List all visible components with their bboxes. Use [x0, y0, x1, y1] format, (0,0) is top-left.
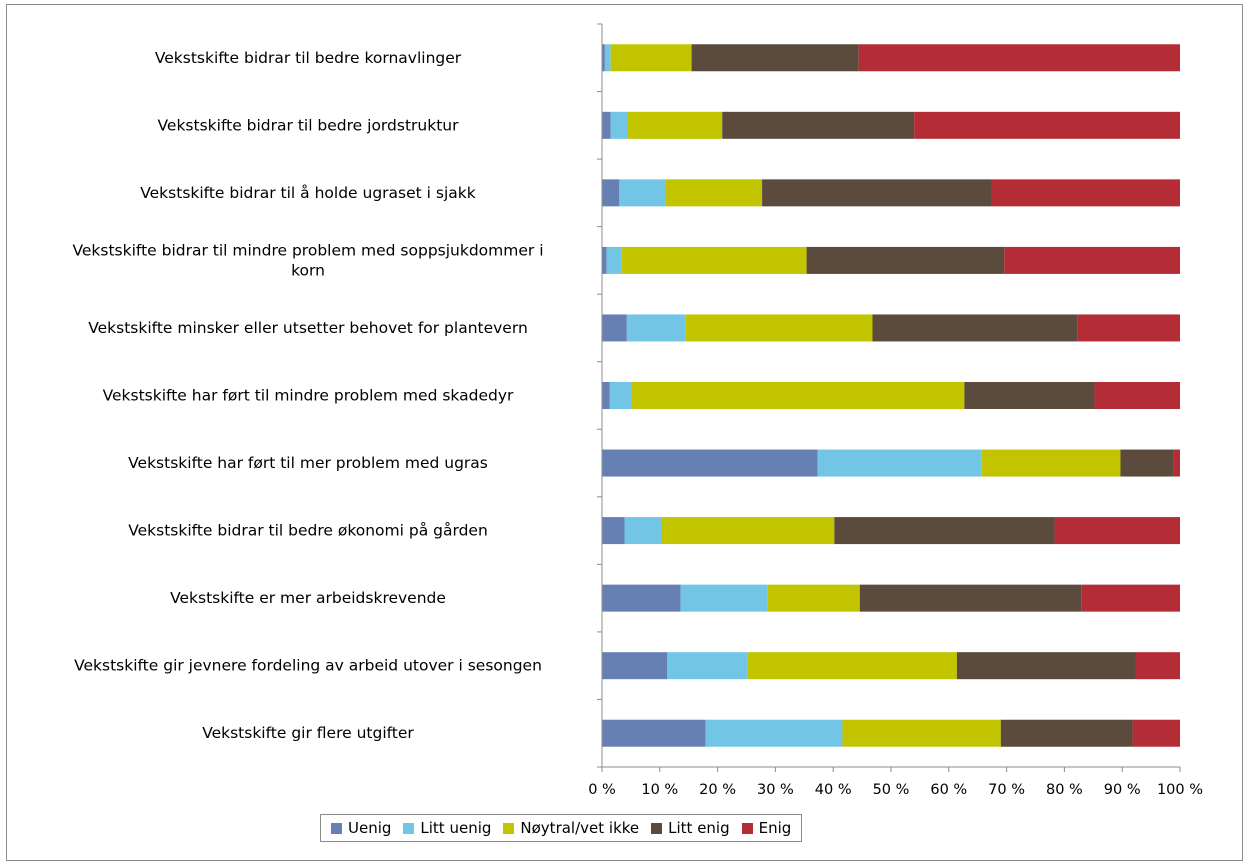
- legend-swatch: [651, 822, 663, 834]
- bar-segment: [1077, 314, 1180, 342]
- legend-swatch: [503, 822, 515, 834]
- legend-item: Litt uenig: [403, 819, 491, 837]
- bar-segment: [624, 517, 662, 545]
- bar-segment: [665, 179, 763, 207]
- legend-item: Nøytral/vet ikke: [503, 819, 639, 837]
- x-tick-label: 50 %: [873, 782, 910, 798]
- bar-segment: [990, 179, 1180, 207]
- bar-segment: [604, 44, 611, 72]
- x-tick-label: 90 %: [1104, 782, 1141, 798]
- bar-segment: [806, 246, 1005, 274]
- legend-label: Litt uenig: [420, 819, 492, 837]
- x-tick-label: 80 %: [1046, 782, 1083, 798]
- x-tick-label: 70 %: [988, 782, 1025, 798]
- bar-segment: [626, 314, 686, 342]
- bar-segment: [610, 111, 629, 139]
- bar-segment: [858, 44, 1180, 72]
- bar-segment: [859, 584, 1082, 612]
- bar-segment: [981, 449, 1121, 477]
- category-label: Vekstskifte er mer arbeidskrevende: [170, 589, 446, 607]
- bar-segment: [1120, 449, 1174, 477]
- bar-segment: [964, 382, 1095, 409]
- bar-segment: [747, 652, 957, 680]
- bar-segment: [762, 179, 991, 207]
- bar-segment: [767, 584, 860, 612]
- bar-segment: [842, 719, 1001, 747]
- bar-segment: [691, 44, 859, 72]
- bar-segment: [661, 517, 835, 545]
- bar-segment: [705, 719, 843, 747]
- bar-segment: [602, 584, 681, 612]
- legend-item: Litt enig: [651, 819, 730, 837]
- x-tick-label: 60 %: [930, 782, 967, 798]
- bar-segment: [1094, 382, 1180, 409]
- bar-segment: [628, 111, 723, 139]
- legend-label: Enig: [758, 819, 792, 837]
- bar-segment: [1132, 719, 1180, 747]
- bar-segment: [610, 44, 692, 72]
- bar-segment: [667, 652, 748, 680]
- bar-segment: [602, 719, 706, 747]
- bar-segment: [914, 111, 1180, 139]
- bar-segment: [834, 517, 1055, 545]
- bar-segment: [631, 382, 965, 409]
- legend-label: Litt enig: [668, 819, 730, 837]
- bar-segment: [602, 111, 611, 139]
- category-label: Vekstskifte minsker eller utsetter behov…: [88, 319, 528, 337]
- category-label: Vekstskifte gir flere utgifter: [202, 724, 414, 742]
- legend-swatch: [403, 822, 415, 834]
- category-label: Vekstskifte bidrar til bedre jordstruktu…: [158, 116, 460, 134]
- bar-segment: [602, 517, 625, 545]
- bar-segment: [1004, 246, 1180, 274]
- bar-segment: [872, 314, 1078, 342]
- x-tick-label: 30 %: [757, 782, 794, 798]
- bar-segment: [602, 382, 610, 409]
- bar-segment: [602, 314, 627, 342]
- bar-segment: [1081, 584, 1180, 612]
- legend-label: Nøytral/vet ikke: [520, 819, 640, 837]
- category-label: Vekstskifte har ført til mer problem med…: [128, 454, 488, 472]
- x-tick-label: 40 %: [815, 782, 852, 798]
- x-tick-label: 20 %: [699, 782, 736, 798]
- legend-swatch: [741, 822, 753, 834]
- legend-item: Enig: [741, 819, 792, 837]
- category-label: Vekstskifte har ført til mindre problem …: [103, 387, 514, 405]
- bar-segment: [1173, 449, 1180, 477]
- bar-segment: [1054, 517, 1180, 545]
- bar-segment: [602, 246, 607, 274]
- bar-segment: [1000, 719, 1133, 747]
- category-label: Vekstskifte bidrar til bedre økonomi på …: [128, 522, 488, 540]
- legend-item: Uenig: [331, 819, 391, 837]
- bar-segment: [722, 111, 915, 139]
- bar-segment: [602, 449, 818, 477]
- legend-swatch: [331, 822, 342, 834]
- x-tick-label: 100 %: [1157, 782, 1203, 798]
- bar-segment: [602, 652, 668, 680]
- bar-segment: [602, 179, 620, 207]
- category-label: Vekstskifte bidrar til bedre kornavlinge…: [155, 49, 462, 67]
- bar-segment: [1135, 652, 1180, 680]
- bar-segment: [685, 314, 873, 342]
- category-label: Vekstskifte bidrar til mindre problem me…: [72, 241, 543, 279]
- legend-label: Uenig: [348, 819, 392, 837]
- legend: Uenig Litt uenig Nøytral/vet ikke Litt enig…: [320, 814, 803, 842]
- bar-segment: [621, 246, 807, 274]
- bar-segment: [602, 44, 605, 72]
- chart-frame: [6, 4, 1243, 861]
- x-tick-label: 10 %: [641, 782, 678, 798]
- category-label: Vekstskifte bidrar til å holde ugraset i…: [140, 184, 475, 202]
- bar-segment: [609, 382, 632, 409]
- bar-segment: [619, 179, 666, 207]
- bar-segment: [680, 584, 768, 612]
- bar-segment: [956, 652, 1136, 680]
- bar-segment: [817, 449, 982, 477]
- category-label: Vekstskifte gir jevnere fordeling av arb…: [74, 657, 542, 675]
- bar-segment: [606, 246, 622, 274]
- x-tick-label: 0 %: [588, 782, 616, 798]
